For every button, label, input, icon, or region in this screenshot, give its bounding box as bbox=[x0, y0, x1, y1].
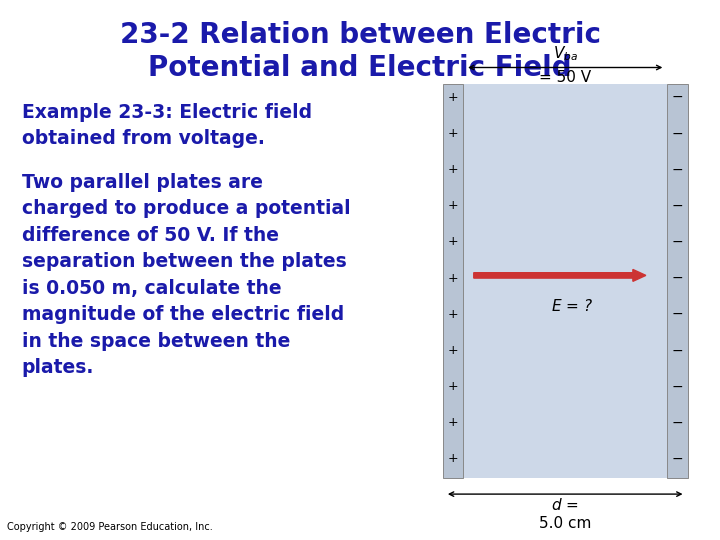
Text: −: − bbox=[672, 90, 683, 104]
Text: +: + bbox=[448, 308, 458, 321]
Text: Copyright © 2009 Pearson Education, Inc.: Copyright © 2009 Pearson Education, Inc. bbox=[7, 522, 213, 532]
Bar bbox=[667, 84, 688, 478]
Text: +: + bbox=[448, 199, 458, 212]
Bar bbox=[443, 84, 463, 478]
Text: = 50 V: = 50 V bbox=[539, 70, 591, 85]
Text: −: − bbox=[672, 452, 683, 466]
Text: +: + bbox=[448, 127, 458, 140]
Text: −: − bbox=[672, 163, 683, 177]
Text: −: − bbox=[672, 199, 683, 213]
Text: −: − bbox=[672, 416, 683, 430]
Text: −: − bbox=[672, 126, 683, 140]
Text: +: + bbox=[448, 416, 458, 429]
Text: $V_{ba}$: $V_{ba}$ bbox=[553, 44, 577, 63]
Text: +: + bbox=[448, 344, 458, 357]
Text: +: + bbox=[448, 163, 458, 176]
Text: Potential and Electric Field: Potential and Electric Field bbox=[148, 53, 572, 82]
Text: −: − bbox=[672, 307, 683, 321]
Text: +: + bbox=[448, 272, 458, 285]
Text: $d$ =
5.0 cm: $d$ = 5.0 cm bbox=[539, 497, 591, 531]
Text: $E$ = ?: $E$ = ? bbox=[552, 298, 593, 314]
Text: 23-2 Relation between Electric: 23-2 Relation between Electric bbox=[120, 21, 600, 49]
Text: −: − bbox=[672, 235, 683, 249]
Text: Example 23-3: Electric field
obtained from voltage.: Example 23-3: Electric field obtained fr… bbox=[22, 103, 312, 148]
Text: +: + bbox=[448, 235, 458, 248]
Text: −: − bbox=[672, 271, 683, 285]
Text: Two parallel plates are
charged to produce a potential
difference of 50 V. If th: Two parallel plates are charged to produ… bbox=[22, 173, 350, 377]
Text: +: + bbox=[448, 453, 458, 465]
Bar bbox=[463, 84, 667, 478]
Text: +: + bbox=[448, 91, 458, 104]
FancyArrow shape bbox=[474, 269, 646, 281]
Text: −: − bbox=[672, 380, 683, 394]
Text: +: + bbox=[448, 380, 458, 393]
Text: −: − bbox=[672, 343, 683, 357]
